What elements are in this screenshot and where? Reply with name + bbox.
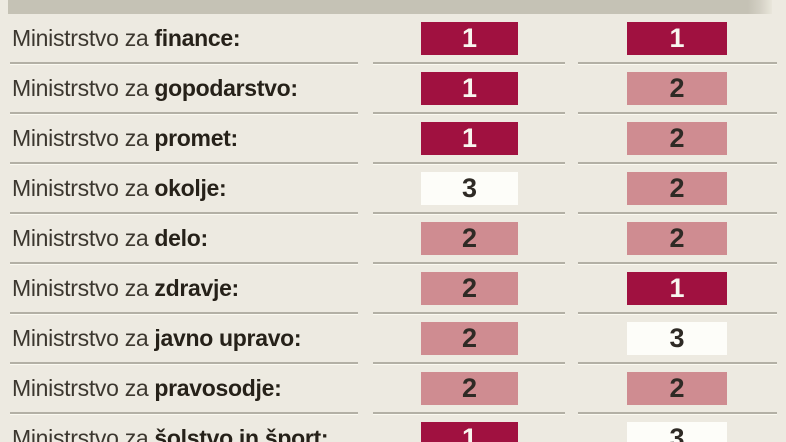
row-divider: [0, 262, 786, 265]
rank-badge: 1: [421, 422, 518, 442]
rank-badge: 1: [421, 122, 518, 155]
rank-badge: 3: [421, 172, 518, 205]
ministry-prefix: Ministrstvo za: [12, 275, 149, 301]
ministry-label: Ministrstvo za šolstvo in šport:: [12, 415, 329, 442]
row-divider: [0, 112, 786, 115]
table-row: Ministrstvo za gopodarstvo: 1 2: [0, 65, 786, 115]
ministry-prefix: Ministrstvo za: [12, 75, 149, 101]
ministry-label: Ministrstvo za javno upravo:: [12, 315, 302, 362]
table-row: Ministrstvo za delo: 2 2: [0, 215, 786, 265]
table-row: Ministrstvo za zdravje: 2 1: [0, 265, 786, 315]
ministry-label: Ministrstvo za zdravje:: [12, 265, 239, 312]
ministry-label: Ministrstvo za delo:: [12, 215, 208, 262]
ministry-name: pravosodje:: [154, 375, 282, 401]
ministry-name: šolstvo in šport:: [154, 425, 329, 442]
table-row: Ministrstvo za finance: 1 1: [0, 15, 786, 65]
rank-badge: 3: [627, 422, 727, 442]
ministry-name: gopodarstvo:: [154, 75, 298, 101]
row-divider: [0, 212, 786, 215]
rank-badge: 2: [421, 222, 518, 255]
ministry-label: Ministrstvo za promet:: [12, 115, 238, 162]
table-body: Ministrstvo za finance: 1 1 Ministrstvo …: [0, 15, 786, 442]
row-divider: [0, 162, 786, 165]
row-divider: [0, 312, 786, 315]
ministry-prefix: Ministrstvo za: [12, 225, 149, 251]
table-row: Ministrstvo za okolje: 3 2: [0, 165, 786, 215]
rank-badge: 2: [627, 372, 727, 405]
ministry-name: okolje:: [154, 175, 227, 201]
ministry-name: javno upravo:: [154, 325, 302, 351]
rank-badge: 2: [421, 372, 518, 405]
rank-badge: 3: [627, 322, 727, 355]
ministry-name: promet:: [154, 125, 238, 151]
ministry-prefix: Ministrstvo za: [12, 325, 149, 351]
ministry-label: Ministrstvo za gopodarstvo:: [12, 65, 298, 112]
rank-badge: 2: [627, 122, 727, 155]
ministry-prefix: Ministrstvo za: [12, 425, 149, 442]
rank-badge: 2: [421, 322, 518, 355]
rank-badge: 1: [421, 22, 518, 55]
rank-badge: 2: [421, 272, 518, 305]
cropped-header-bar: [8, 0, 772, 14]
ministry-prefix: Ministrstvo za: [12, 25, 149, 51]
row-divider: [0, 412, 786, 415]
ministry-prefix: Ministrstvo za: [12, 125, 149, 151]
rank-badge: 2: [627, 222, 727, 255]
rank-badge: 1: [627, 272, 727, 305]
rank-badge: 1: [421, 72, 518, 105]
row-divider: [0, 362, 786, 365]
rank-badge: 1: [627, 22, 727, 55]
rank-badge: 2: [627, 172, 727, 205]
ministry-prefix: Ministrstvo za: [12, 375, 149, 401]
ministry-label: Ministrstvo za pravosodje:: [12, 365, 282, 412]
ministry-label: Ministrstvo za finance:: [12, 15, 240, 62]
ministry-prefix: Ministrstvo za: [12, 175, 149, 201]
table-row: Ministrstvo za javno upravo: 2 3: [0, 315, 786, 365]
ministry-name: zdravje:: [154, 275, 239, 301]
ministry-name: finance:: [154, 25, 241, 51]
table-row: Ministrstvo za šolstvo in šport: 1 3: [0, 415, 786, 442]
row-divider: [0, 62, 786, 65]
table-row: Ministrstvo za pravosodje: 2 2: [0, 365, 786, 415]
table-row: Ministrstvo za promet: 1 2: [0, 115, 786, 165]
rank-badge: 2: [627, 72, 727, 105]
ministry-name: delo:: [154, 225, 208, 251]
ministry-label: Ministrstvo za okolje:: [12, 165, 227, 212]
